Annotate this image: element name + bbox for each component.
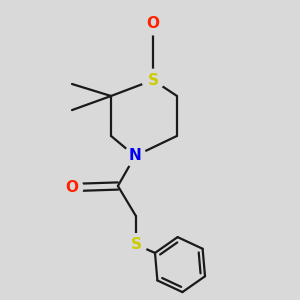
Circle shape (125, 234, 147, 255)
Circle shape (61, 177, 83, 198)
Text: O: O (146, 16, 160, 32)
Circle shape (142, 69, 164, 91)
Text: S: S (148, 73, 158, 88)
Text: O: O (65, 180, 79, 195)
Text: S: S (130, 237, 141, 252)
Text: N: N (129, 148, 141, 164)
Circle shape (124, 145, 146, 167)
Circle shape (142, 13, 164, 35)
